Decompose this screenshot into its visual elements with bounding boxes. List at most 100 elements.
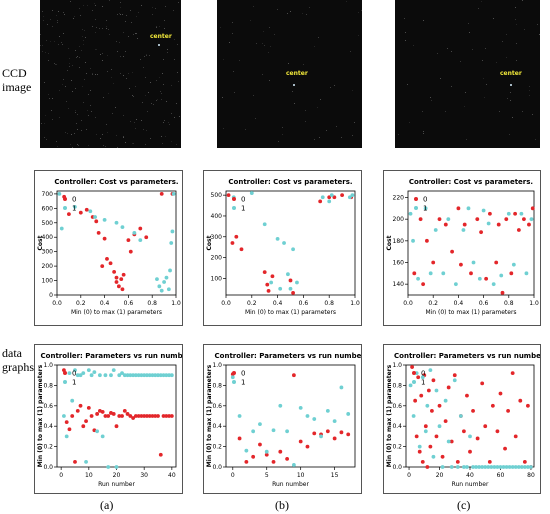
ccd-noise-speck <box>102 6 104 8</box>
data-point-series-1 <box>423 429 428 434</box>
data-point-series-1 <box>526 465 530 469</box>
data-point-series-1 <box>114 465 119 469</box>
legend-label-0: 0 <box>72 196 76 204</box>
data-point-series-0 <box>425 465 430 469</box>
ccd-noise-speck <box>119 56 121 58</box>
data-point-series-1 <box>501 465 506 469</box>
ccd-noise-speck <box>95 27 97 29</box>
data-point-series-1 <box>78 373 83 378</box>
legend-marker-0 <box>232 371 236 375</box>
ccd-noise-speck <box>132 33 134 35</box>
ccd-noise-speck <box>118 41 120 43</box>
data-point-series-0 <box>128 414 133 418</box>
ccd-noise-speck <box>74 109 76 111</box>
ccd-noise-speck <box>125 21 127 23</box>
ccd-noise-speck <box>160 99 162 101</box>
legend-label-1: 1 <box>241 205 245 213</box>
ccd-noise-speck <box>81 50 83 52</box>
ccd-noise-speck <box>79 7 81 9</box>
ccd-noise-speck <box>81 85 83 87</box>
ccd-noise-speck <box>56 22 58 24</box>
ccd-noise-speck <box>62 32 64 34</box>
y-tick-label: 0.0 <box>212 464 222 471</box>
ccd-noise-speck <box>277 140 279 142</box>
data-point-series-0 <box>471 409 475 413</box>
ccd-noise-speck <box>107 132 109 134</box>
y-tick-label: 0.8 <box>392 382 402 389</box>
x-tick-label: 0 <box>231 472 235 479</box>
y-tick-label: 0.2 <box>392 444 402 451</box>
ccd-noise-speck <box>437 53 439 55</box>
ccd-noise-speck <box>516 59 518 61</box>
ccd-noise-speck <box>78 57 80 59</box>
legend-marker-1 <box>63 380 67 384</box>
ccd-noise-speck <box>51 119 53 121</box>
data-point-series-0 <box>412 271 417 276</box>
y-tick-label: 300 <box>211 234 223 241</box>
ccd-noise-speck <box>58 116 60 118</box>
ccd-noise-speck <box>329 87 331 89</box>
ccd-noise-speck <box>115 135 117 137</box>
ccd-noise-speck <box>42 20 44 22</box>
ccd-noise-speck <box>304 120 306 122</box>
ccd-noise-speck <box>528 90 530 92</box>
ccd-noise-speck <box>498 111 500 113</box>
ccd-noise-speck <box>72 90 74 92</box>
data-point-series-0 <box>147 414 152 418</box>
data-point-series-0 <box>89 414 94 418</box>
y-axis-label: Min (0) to max (1) parameters <box>386 364 393 467</box>
ccd-noise-speck <box>464 106 465 108</box>
plot-area <box>225 190 356 296</box>
chart-title: Controller: Parameters vs run number. <box>41 352 182 360</box>
data-point-series-1 <box>282 241 286 245</box>
ccd-noise-speck <box>70 134 72 136</box>
chart-cost-vs-parameters-a: Controller: Cost vs parameters. 0.0 0.2 0.4… <box>34 170 183 326</box>
ccd-noise-speck <box>149 138 151 140</box>
ccd-noise-speck <box>139 59 141 61</box>
ccd-noise-speck <box>160 92 162 94</box>
data-point-series-0 <box>530 206 535 211</box>
ccd-noise-speck <box>515 7 517 9</box>
ccd-noise-speck <box>143 56 145 58</box>
data-point-series-1 <box>131 373 136 378</box>
ccd-noise-speck <box>70 1 72 3</box>
data-point-series-1 <box>347 195 352 200</box>
data-point-series-0 <box>450 249 454 254</box>
data-point-series-1 <box>516 465 521 469</box>
data-point-series-1 <box>166 287 171 292</box>
ccd-noise-speck <box>408 121 410 123</box>
data-point-series-1 <box>446 439 451 444</box>
data-point-series-0 <box>459 262 463 267</box>
ccd-noise-speck <box>111 113 113 115</box>
data-point-series-1 <box>468 434 472 439</box>
ccd-noise-speck <box>44 81 45 83</box>
data-point-series-1 <box>319 434 323 439</box>
data-point-series-0 <box>475 436 480 441</box>
ccd-noise-speck <box>352 89 354 91</box>
data-point-series-0 <box>410 365 414 369</box>
chart-cost-vs-parameters-c: Controller: Cost vs parameters. 0.0 0.2 0.4… <box>383 170 541 326</box>
x-axis-label: Run number <box>272 481 309 488</box>
ccd-noise-speck <box>45 139 47 141</box>
y-tick-label: 1.0 <box>392 362 402 369</box>
legend-label-0: 0 <box>423 196 427 204</box>
x-tick-label: 0.6 <box>479 300 489 307</box>
ccd-noise-speck <box>107 29 109 31</box>
data-point-series-1 <box>510 465 515 469</box>
ccd-noise-speck <box>145 130 147 132</box>
data-point-series-0 <box>145 414 149 418</box>
ccd-noise-speck <box>159 76 161 78</box>
data-point-series-1 <box>431 454 436 459</box>
data-point-series-1 <box>499 273 504 278</box>
data-point-series-1 <box>449 465 454 469</box>
data-point-series-1 <box>278 403 283 408</box>
data-point-series-1 <box>64 434 69 439</box>
ccd-noise-speck <box>141 101 143 103</box>
data-point-series-1 <box>411 414 416 418</box>
data-point-series-1 <box>171 191 176 196</box>
data-point-series-1 <box>57 191 62 196</box>
plot-area <box>56 190 177 296</box>
data-point-series-1 <box>70 398 75 403</box>
data-point-series-0 <box>498 391 503 396</box>
ccd-noise-speck <box>162 84 164 86</box>
